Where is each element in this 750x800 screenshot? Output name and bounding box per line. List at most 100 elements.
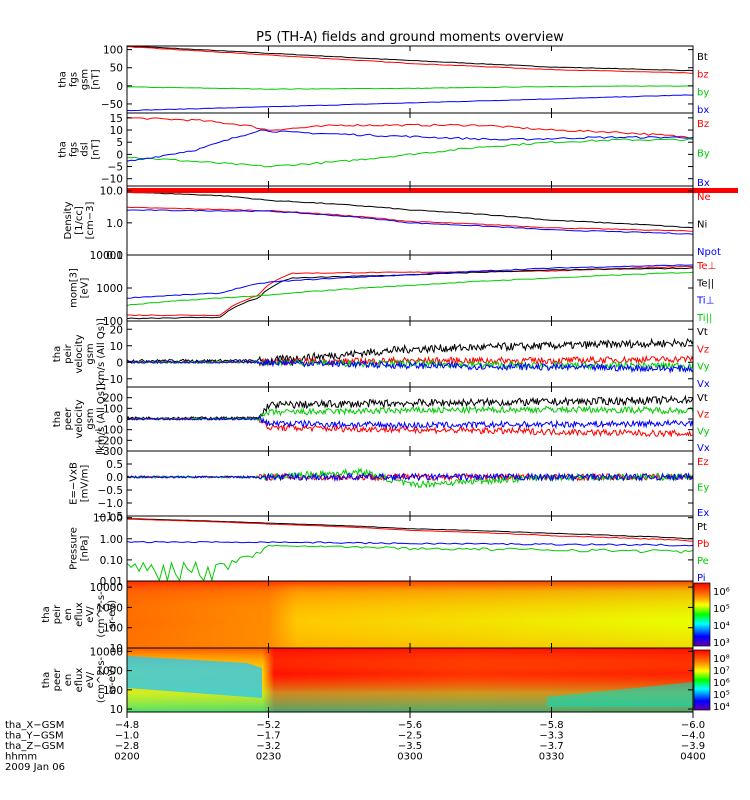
y-axis-label-line: dsl [80, 142, 91, 156]
panel-7: Ez Ey Ex 0.50.0−0.5−1.0−1.5 E=−VxB[mV/m] [69, 450, 709, 523]
y-tick-label: −10 [101, 374, 123, 386]
legend-vt: Vt [697, 393, 708, 404]
x-axis-value: −5.8 [539, 720, 563, 731]
panel-5: VtVzVyVx20100−10thapeirvelocitygsm[km/s … [52, 318, 710, 390]
series-line-pe [126, 544, 694, 582]
y-tick-label: 0 [116, 414, 123, 426]
y-axis-label: thafgsgsm[nT] [58, 69, 102, 90]
x-axis-value: −3.2 [256, 741, 280, 752]
y-axis-label-line: gsm [85, 343, 96, 364]
y-tick-label: 1.0 [106, 218, 123, 230]
y-tick-label: 10000 [90, 646, 123, 658]
y-axis-label-line: [eV] [80, 278, 91, 299]
y-axis-label-line: [cm−3] [85, 202, 96, 240]
colorbar-label: 10³ [713, 638, 730, 649]
y-tick-label: 0.5 [106, 459, 123, 471]
y-tick-label: 10 [110, 704, 123, 716]
y-tick-label: 100 [103, 685, 123, 697]
y-axis-label: Pressure[nPa] [69, 527, 91, 570]
series-line-pt [126, 518, 694, 540]
legend-bz: Bz [697, 119, 709, 130]
y-axis-label-line: peir [63, 343, 74, 363]
colorbar-label: 10⁴ [713, 702, 730, 713]
legend-vz: Vz [697, 344, 709, 355]
y-axis-label-line: Pressure [69, 527, 80, 570]
legend-vx: Vx [697, 379, 710, 390]
y-axis-label-line: [nPa] [80, 535, 91, 561]
y-axis-label-line: (cm^2-s- [96, 591, 107, 638]
y-tick-label: −0.5 [98, 485, 124, 497]
x-axis-value: 0400 [680, 752, 705, 763]
y-tick-label: 10.0 [100, 186, 123, 198]
y-tick-label: 50 [110, 63, 123, 75]
y-tick-label: 15 [110, 113, 123, 125]
y-axis-label-line: peer [52, 668, 63, 692]
panel-3: Ne Ni Npot 10.0 1.0 0.1 Density[1/cc][cm−3] [63, 185, 738, 262]
y-axis-label-line: Density [63, 201, 74, 239]
legend-ti||: Ti|| [696, 313, 712, 324]
y-axis-label-line: sr-eV) [107, 600, 118, 629]
y-axis-label-line: fgs [69, 72, 80, 87]
panel-frame [126, 254, 694, 322]
y-tick-label: 10000 [90, 582, 123, 594]
series-line-bt [127, 46, 694, 72]
y-tick-label: 5 [116, 137, 123, 149]
y-axis-label-line: en [63, 674, 74, 687]
y-axis-label-line: gsm [85, 408, 96, 429]
legend-ne: Ne [697, 192, 711, 203]
panel-frame [126, 515, 694, 582]
y-axis-label: thapeerenefluxeV/(cm^2-s-sr-eV) [41, 656, 118, 703]
series-line-by [126, 85, 694, 90]
legend-npot: Npot [697, 247, 721, 258]
legend-vy: Vy [697, 362, 710, 373]
y-tick-label: 200 [103, 393, 123, 405]
panel-1: Bt bz by bx 100 50 0 −50 thafgsgsm[nT] [58, 45, 710, 116]
y-tick-label: −200 [94, 435, 123, 447]
y-axis-label-line: peer [63, 407, 74, 431]
y-tick-label: 0 [116, 357, 123, 369]
x-axis-value: −1.7 [256, 731, 280, 742]
y-axis-label-line: en [63, 608, 74, 621]
y-axis-label-line: [nT] [91, 139, 102, 159]
quality-flag-band [127, 188, 738, 193]
series-line-ti⊥ [126, 264, 694, 299]
legend-pi: Pi [697, 573, 706, 584]
series-line-vt [126, 394, 694, 421]
x-axis-value: −5.6 [398, 720, 422, 731]
chart-title: P5 (TH-A) fields and ground moments over… [256, 30, 564, 45]
legend-pe: Pe [697, 556, 709, 567]
y-tick-label: 1000 [96, 666, 123, 678]
y-axis-label-line: fgs [69, 142, 80, 157]
series-line-ni [126, 191, 694, 229]
y-tick-label: 10 [110, 341, 123, 353]
colorbar-label: 10⁸ [713, 654, 730, 665]
heatmap-low-region [127, 656, 262, 698]
series-line-vy [127, 405, 694, 423]
series-line-npot [126, 209, 694, 235]
y-axis-label: mom[3][eV] [69, 268, 91, 308]
y-axis-label-line: eV/ [85, 606, 96, 623]
colorbar-label: 10⁶ [713, 678, 730, 689]
series-line-bx [126, 129, 694, 162]
y-tick-label: 10 [110, 643, 123, 655]
y-axis-label-line: sr-eV) [107, 665, 118, 694]
y-tick-label: −50 [101, 99, 123, 111]
y-axis-label: thapeirenefluxeV/(cm^2-s-sr-eV) [41, 591, 118, 638]
x-axis-row-label: tha_Z−GSM [5, 741, 64, 752]
y-axis-label-line: velocity [74, 399, 85, 438]
legend-ey: Ey [697, 483, 709, 494]
x-axis-value: 0330 [539, 752, 564, 763]
colorbar-label: 10⁵ [713, 604, 730, 615]
series-line-vx [126, 415, 694, 430]
x-axis-value: −1.0 [115, 731, 139, 742]
y-tick-label: 0.10 [100, 555, 123, 567]
legend-bz: bz [697, 70, 709, 81]
x-axis-value: −3.9 [681, 741, 705, 752]
legend-bx: Bx [697, 178, 710, 189]
legend-vx: Vx [697, 443, 710, 454]
series-line-bz [126, 46, 694, 74]
series-line-pi [126, 540, 694, 547]
